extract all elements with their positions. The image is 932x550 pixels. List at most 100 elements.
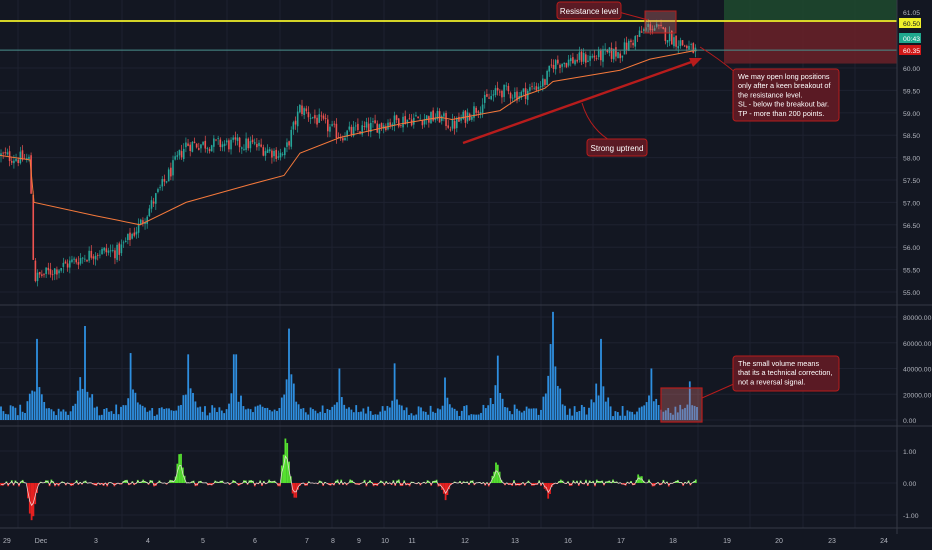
- candle: [662, 27, 664, 30]
- candle: [155, 193, 157, 204]
- candle: [225, 140, 228, 143]
- volume-pane[interactable]: [0, 311, 698, 420]
- price-tick-label: 58.00: [903, 156, 920, 163]
- candle: [548, 65, 551, 72]
- volume-bar: [283, 394, 286, 420]
- candle: [41, 274, 43, 276]
- candle: [406, 119, 409, 124]
- volume-bar: [360, 411, 362, 420]
- candle: [198, 148, 200, 150]
- volume-bar: [388, 407, 391, 420]
- oscillator-bar: [495, 462, 497, 483]
- volume-bar: [194, 401, 197, 420]
- volume-bar: [187, 354, 190, 420]
- candle: [34, 260, 37, 282]
- time-tick-label: 4: [146, 538, 150, 545]
- oscillator-axis[interactable]: 1.00 0.00 -1.00: [903, 449, 919, 520]
- candle: [185, 142, 187, 148]
- volume-bar: [578, 410, 581, 420]
- volume-bar: [189, 388, 192, 420]
- volume-bar: [566, 414, 569, 420]
- candle: [681, 40, 684, 46]
- candle: [152, 201, 155, 204]
- candle: [204, 140, 207, 149]
- candle: [71, 259, 73, 262]
- price-axis[interactable]: 60.00 59.50 59.00 58.50 58.00 57.50 57.00 56.50…: [903, 66, 920, 297]
- candle: [621, 55, 624, 58]
- candle: [499, 91, 501, 93]
- volume-bar: [100, 414, 103, 420]
- candle: [49, 269, 52, 275]
- candle: [554, 60, 557, 70]
- oscillator-pane[interactable]: [0, 438, 697, 521]
- volume-bar: [525, 406, 528, 420]
- uptrend-label-box: [586, 138, 648, 157]
- candle: [268, 149, 271, 152]
- volume-bar: [14, 407, 17, 420]
- candle: [200, 144, 202, 149]
- candle: [686, 45, 688, 49]
- candle: [458, 116, 460, 122]
- volume-bar: [19, 404, 22, 420]
- candle: [281, 154, 284, 155]
- candle: [238, 137, 241, 148]
- candle: [8, 151, 11, 161]
- candle: [103, 247, 105, 251]
- volume-bar: [693, 405, 696, 420]
- volume-bar: [573, 406, 576, 420]
- volume-bar: [4, 413, 7, 420]
- candle: [339, 137, 342, 139]
- candle: [301, 105, 303, 115]
- volume-bar: [62, 409, 65, 420]
- candle: [127, 233, 129, 240]
- volume-bar: [64, 411, 67, 420]
- volume-bar: [96, 406, 98, 420]
- note-line: We may open long positions: [738, 72, 830, 81]
- oscillator-bar: [288, 461, 290, 483]
- time-tick-label: 3: [94, 538, 98, 545]
- candle: [535, 86, 538, 91]
- candle: [658, 25, 660, 27]
- volume-axis[interactable]: 80000.00 60000.00 40000.00 20000.00 0.00: [903, 315, 932, 425]
- volume-bar: [352, 412, 355, 420]
- volume-bar: [530, 408, 533, 420]
- volume-bar: [585, 414, 588, 420]
- price-pane[interactable]: [0, 18, 897, 287]
- volume-bar: [681, 409, 684, 420]
- candle: [236, 137, 239, 141]
- volume-bar: [542, 396, 545, 420]
- candle: [683, 45, 686, 47]
- candle: [101, 248, 103, 255]
- candle: [219, 139, 222, 148]
- time-tick-label: 19: [723, 538, 731, 545]
- candle: [92, 256, 95, 259]
- volume-bar: [136, 402, 139, 420]
- candle: [376, 123, 379, 133]
- candle: [290, 129, 293, 147]
- volume-bar: [81, 388, 84, 420]
- volume-bar: [496, 355, 499, 420]
- candle: [193, 141, 196, 143]
- volume-bar: [628, 411, 631, 420]
- candle: [526, 90, 529, 100]
- candle: [408, 118, 411, 120]
- volume-bar: [386, 405, 389, 420]
- candle: [389, 122, 391, 126]
- volume-bar: [103, 409, 106, 420]
- volume-bar: [259, 404, 262, 420]
- note-line: The small volume means: [738, 359, 819, 368]
- volume-bar: [264, 408, 266, 420]
- candle: [4, 152, 7, 154]
- candle: [503, 84, 505, 97]
- volume-bar: [602, 386, 605, 420]
- candle: [17, 159, 19, 163]
- time-tick-label: 29: [3, 538, 11, 545]
- volume-bar: [309, 407, 312, 420]
- candle: [569, 58, 572, 62]
- volume-bar: [501, 398, 504, 420]
- time-axis[interactable]: 29 Dec 3 4 5 6 7 8 9 10 11 12 13 16 17 18 19 20 23 24: [3, 538, 888, 545]
- candle: [350, 126, 353, 135]
- candle: [256, 143, 258, 148]
- volume-bar: [0, 406, 2, 420]
